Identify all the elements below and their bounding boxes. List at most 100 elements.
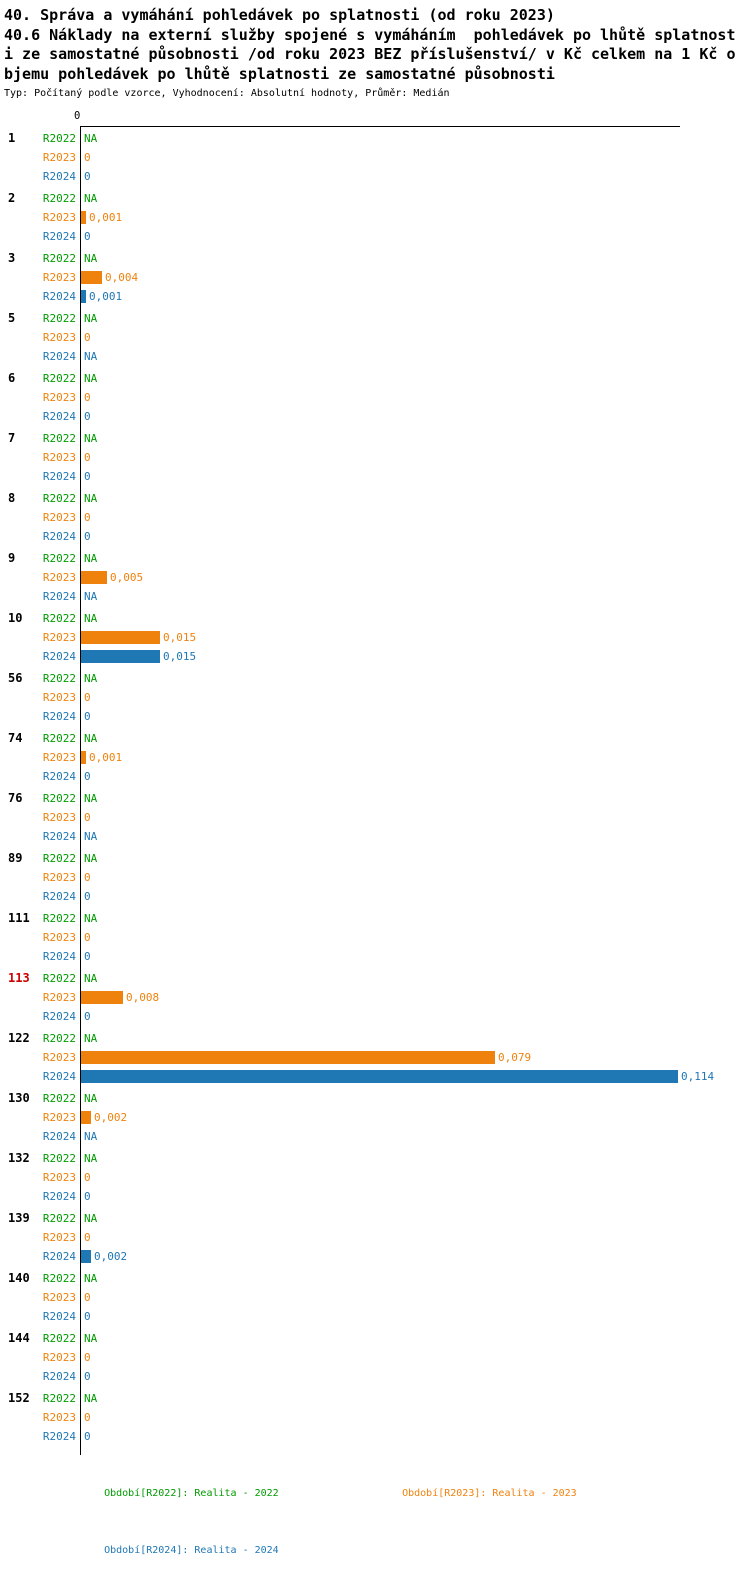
category-label: 3 [8, 251, 16, 265]
series-year-label: R2023 [42, 391, 76, 404]
bar-zone: 0 [80, 1307, 750, 1326]
bar-zone: 0 [80, 167, 750, 186]
bar-row: R2024 0 [0, 407, 750, 426]
bar-row: R2022 NA [0, 849, 750, 868]
category-label: 130 [8, 1091, 30, 1105]
bar-zone: 0,001 [80, 287, 750, 306]
bar-zone: 0,079 [80, 1048, 750, 1067]
bar-group: 7 R2022 NA R2023 0 R2024 0 [0, 429, 750, 486]
series-year-label: R2022 [42, 852, 76, 865]
series-year-label: R2024 [42, 950, 76, 963]
series-year-label: R2023 [42, 1051, 76, 1064]
value-label: 0 [84, 151, 91, 164]
bar-row: R2022 NA [0, 369, 750, 388]
bar-group: 113 R2022 NA R2023 0,008 R2024 0 [0, 969, 750, 1026]
bar-zone: NA [80, 189, 750, 208]
bar-group: 10 R2022 NA R2023 0,015 R2024 0,015 [0, 609, 750, 666]
series-year-label: R2023 [42, 1411, 76, 1424]
bar-zone: NA [80, 1269, 750, 1288]
bar-zone: NA [80, 827, 750, 846]
series-year-label: R2022 [42, 1092, 76, 1105]
series-year-label: R2023 [42, 631, 76, 644]
series-year-label: R2022 [42, 552, 76, 565]
bar-row: R2023 0 [0, 508, 750, 527]
bar-zone: 0 [80, 707, 750, 726]
bar-zone: NA [80, 1209, 750, 1228]
series-year-label: R2023 [42, 931, 76, 944]
value-label: 0 [84, 470, 91, 483]
series-year-label: R2022 [42, 1032, 76, 1045]
category-label: 152 [8, 1391, 30, 1405]
bar-row: R2022 NA [0, 489, 750, 508]
value-label: 0 [84, 931, 91, 944]
value-bar [81, 1051, 495, 1064]
value-label: 0 [84, 1231, 91, 1244]
series-year-label: R2023 [42, 811, 76, 824]
bar-zone: NA [80, 909, 750, 928]
bar-row: R2022 NA [0, 669, 750, 688]
bar-zone: 0,004 [80, 268, 750, 287]
bar-zone: 0 [80, 868, 750, 887]
series-year-label: R2022 [42, 612, 76, 625]
bar-row: R2024 0 [0, 1307, 750, 1326]
series-year-label: R2024 [42, 1310, 76, 1323]
series-year-label: R2022 [42, 192, 76, 205]
bar-row: R2022 NA [0, 549, 750, 568]
value-label: 0 [84, 451, 91, 464]
series-year-label: R2024 [42, 290, 76, 303]
bar-group: 140 R2022 NA R2023 0 R2024 0 [0, 1269, 750, 1326]
bar-zone: 0,001 [80, 208, 750, 227]
bar-zone: 0 [80, 1367, 750, 1386]
series-year-label: R2023 [42, 271, 76, 284]
series-year-label: R2023 [42, 1171, 76, 1184]
series-year-label: R2023 [42, 751, 76, 764]
category-label: 2 [8, 191, 16, 205]
value-label: 0,005 [110, 571, 144, 584]
category-label: 1 [8, 131, 16, 145]
series-year-label: R2022 [42, 1332, 76, 1345]
category-label: 76 [8, 791, 23, 805]
category-label: 132 [8, 1151, 30, 1165]
series-year-label: R2024 [42, 530, 76, 543]
category-label: 113 [8, 971, 30, 985]
category-label: 6 [8, 371, 16, 385]
series-year-label: R2022 [42, 732, 76, 745]
series-year-label: R2022 [42, 972, 76, 985]
bar-group: 152 R2022 NA R2023 0 R2024 0 [0, 1389, 750, 1446]
bar-zone: 0 [80, 928, 750, 947]
value-label: 0 [84, 511, 91, 524]
value-bar [81, 631, 160, 644]
series-year-label: R2023 [42, 1351, 76, 1364]
series-year-label: R2022 [42, 312, 76, 325]
series-year-label: R2023 [42, 511, 76, 524]
value-label: 0 [84, 1370, 91, 1383]
bar-row: R2024 0 [0, 227, 750, 246]
series-year-label: R2023 [42, 691, 76, 704]
title-line-1: 40. Správa a vymáhání pohledávek po spla… [4, 6, 555, 24]
bar-row: R2023 0,001 [0, 208, 750, 227]
bar-row: R2024 NA [0, 1127, 750, 1146]
bar-zone: NA [80, 609, 750, 628]
series-year-label: R2023 [42, 871, 76, 884]
value-label: NA [84, 1152, 98, 1165]
title-line-4: bjemu pohledávek po lhůtě splatnosti ze … [4, 64, 555, 83]
value-label: NA [84, 1212, 98, 1225]
bar-row: R2022 NA [0, 909, 750, 928]
bar-group: 144 R2022 NA R2023 0 R2024 0 [0, 1329, 750, 1386]
bar-group: 74 R2022 NA R2023 0,001 R2024 0 [0, 729, 750, 786]
category-label: 140 [8, 1271, 30, 1285]
value-label: 0,015 [163, 650, 197, 663]
axis-zero-label: 0 [74, 110, 81, 122]
bar-row: R2022 NA [0, 129, 750, 148]
bar-zone: 0 [80, 1187, 750, 1206]
value-label: NA [84, 852, 98, 865]
bar-zone: 0 [80, 767, 750, 786]
series-year-label: R2023 [42, 211, 76, 224]
bar-chart: 0 1 R2022 NA R2023 0 R2024 0 2 R2022 NA R2023 0,001… [0, 109, 750, 1455]
value-bar [81, 571, 107, 584]
value-label: NA [84, 432, 98, 445]
value-label: NA [84, 372, 98, 385]
bar-row: R2022 NA [0, 609, 750, 628]
bar-zone: NA [80, 587, 750, 606]
bar-row: R2022 NA [0, 1149, 750, 1168]
